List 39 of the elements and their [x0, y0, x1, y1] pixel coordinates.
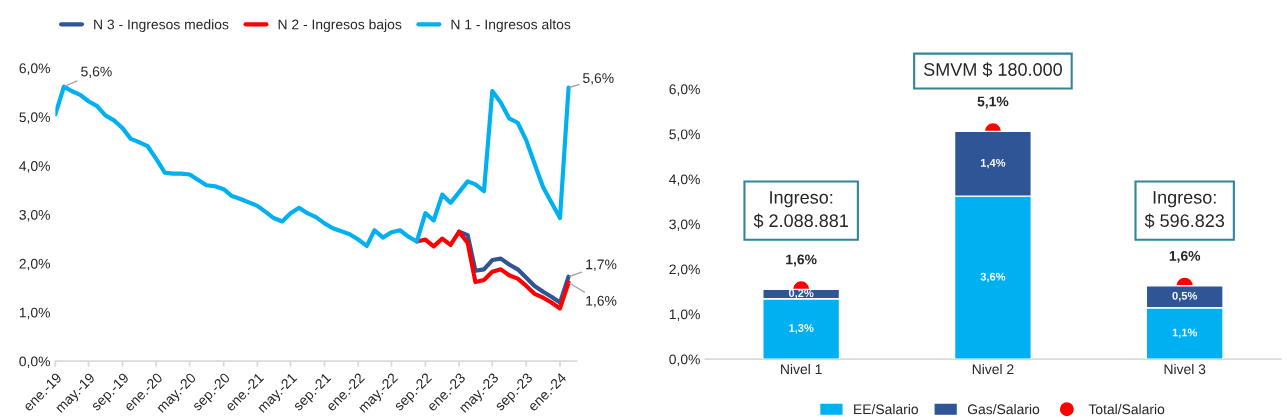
x-tick-label: Nivel 1 [781, 363, 822, 375]
annotation: 5,6% [583, 73, 614, 85]
annotation: Ingreso: $ 2.088.881 [753, 191, 848, 229]
line-series [55, 84, 571, 248]
y-tick-label: 1,0% [19, 307, 50, 320]
legend-label: EE/Salario [854, 404, 919, 415]
data-label: 0,5% [1172, 291, 1198, 302]
data-label: 1,3% [789, 324, 814, 334]
y-tick-label: 4,0% [669, 174, 700, 186]
y-tick-label: 3,0% [669, 219, 700, 231]
y-tick-label: 2,0% [19, 258, 50, 271]
y-tick-label: 2,0% [669, 264, 700, 276]
data-label: 3,6% [980, 272, 1006, 283]
legend-label: Gas/Salario [967, 404, 1040, 415]
data-label: 1,6% [1169, 250, 1201, 263]
data-label: 1,1% [1172, 328, 1198, 339]
legend-label: N 3 - Ingresos medios [94, 19, 229, 33]
data-label: 1,6% [786, 254, 817, 267]
legend-label: Total/Salario [1088, 404, 1165, 415]
annotation: 5,6% [81, 66, 112, 79]
y-tick-label: 1,0% [669, 309, 700, 321]
y-tick-label: 6,0% [669, 84, 700, 96]
legend-label: N 1 - Ingresos altos [451, 19, 571, 33]
x-tick-label: Nivel 2 [972, 363, 1014, 375]
data-label: 5,1% [977, 96, 1009, 109]
data-label: 1,4% [980, 158, 1006, 169]
y-tick-label: 5,0% [19, 112, 50, 124]
text: SMVM $ 180.000 [923, 62, 1062, 77]
annotation: 1,6% [586, 295, 617, 308]
y-tick-label: 0,0% [19, 356, 50, 369]
x-tick-label: Nivel 3 [1164, 363, 1206, 375]
y-tick-label: 3,0% [19, 209, 50, 222]
legend-label: N 2 - Ingresos bajos [278, 19, 402, 33]
annotation: 1,7% [586, 259, 617, 271]
y-tick-label: 0,0% [669, 354, 700, 366]
y-tick-label: 4,0% [19, 161, 50, 173]
y-tick-label: 5,0% [669, 129, 700, 141]
y-tick-label: 6,0% [19, 63, 50, 75]
annotation: Ingreso: $ 596.823 [1144, 191, 1225, 229]
